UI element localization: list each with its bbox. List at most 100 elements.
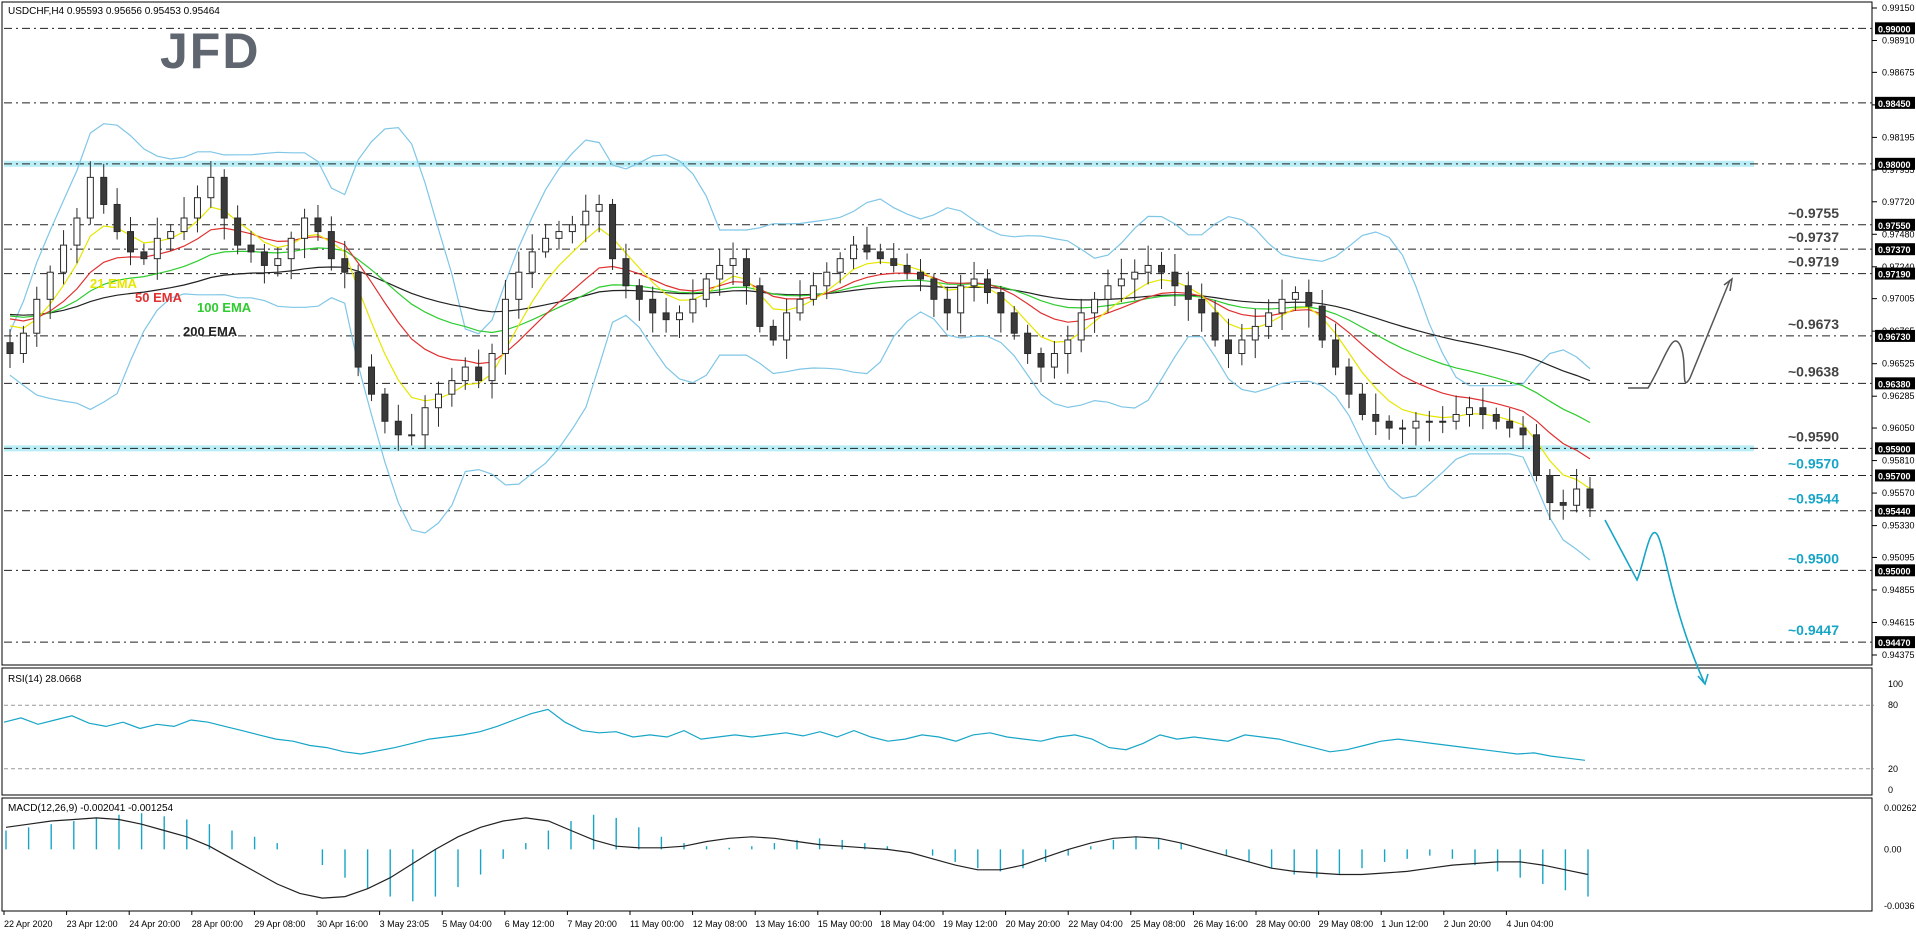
candle-bear xyxy=(1171,271,1179,287)
candle-bear xyxy=(341,258,349,273)
price-tag-label: 0.95000 xyxy=(1878,566,1911,576)
x-tick-label: 20 May 20:00 xyxy=(1006,919,1061,929)
candle-bull xyxy=(555,231,563,239)
candle-bull xyxy=(796,298,804,314)
x-tick-label: 5 May 04:00 xyxy=(442,919,492,929)
price-tag-box xyxy=(1875,636,1915,649)
candle-bull xyxy=(501,298,509,355)
candle-bull xyxy=(1144,264,1152,273)
candle-bull xyxy=(19,332,27,355)
price-tag-label: 0.97190 xyxy=(1878,270,1911,280)
candle-bear xyxy=(930,278,938,300)
candle-bull xyxy=(582,210,590,226)
x-tick-label: 3 May 23:05 xyxy=(380,919,430,929)
candle-bear xyxy=(1024,332,1032,355)
candle-bull xyxy=(488,353,496,382)
jfd-logo: JFD xyxy=(160,23,260,79)
bollinger-lower xyxy=(9,293,1591,561)
candle-bull xyxy=(809,285,817,300)
bollinger-upper xyxy=(9,123,1591,387)
price-tag-label: 0.97550 xyxy=(1878,221,1911,231)
bearish-path xyxy=(1604,519,1705,683)
x-tick-label: 18 May 04:00 xyxy=(880,919,935,929)
ema-legend-label: 50 EMA xyxy=(135,290,183,305)
macd-tick-label: 0.00 xyxy=(1884,844,1902,854)
candle-bear xyxy=(234,217,242,246)
level-lines xyxy=(4,27,1874,643)
candle-bear xyxy=(100,176,108,205)
price-tag-box xyxy=(1875,96,1915,109)
rsi-tick-label: 0 xyxy=(1888,785,1893,795)
price-tag-box xyxy=(1875,329,1915,342)
candle-bear xyxy=(327,231,335,260)
x-tick-label: 25 May 08:00 xyxy=(1131,919,1186,929)
candle-bull xyxy=(1117,278,1125,287)
candle-bear xyxy=(769,325,777,341)
macd-label: MACD(12,26,9) -0.002041 -0.001254 xyxy=(8,803,174,814)
macd-signal-line xyxy=(5,817,1589,899)
candle-bear xyxy=(983,278,991,294)
candle-bull xyxy=(167,231,175,239)
highlight-zones xyxy=(4,160,1754,452)
candle-bear xyxy=(381,393,389,422)
y-tick-label: 0.97720 xyxy=(1882,197,1915,207)
candle-bull xyxy=(836,258,844,273)
candle-bull xyxy=(1425,420,1433,423)
x-tick-label: 28 Apr 00:00 xyxy=(192,919,243,929)
candle-bear xyxy=(943,298,951,314)
candle-bull xyxy=(1104,285,1112,300)
x-tick-label: 12 May 08:00 xyxy=(693,919,748,929)
symbol-info: USDCHF,H4 0.95593 0.95656 0.95453 0.9546… xyxy=(8,6,220,17)
candle-bear xyxy=(1224,339,1232,355)
candle-bear xyxy=(903,264,911,273)
candle-bull xyxy=(1238,339,1246,355)
candle-bear xyxy=(997,292,1005,314)
candle-bull xyxy=(1050,353,1058,368)
price-tag-label: 0.98000 xyxy=(1878,160,1911,170)
candle-bear xyxy=(1037,353,1045,368)
candle-bear xyxy=(1010,312,1018,334)
candle-bear xyxy=(1198,298,1206,314)
candle-bull xyxy=(207,176,215,199)
candle-bull xyxy=(1452,413,1460,422)
candle-bull xyxy=(1465,407,1473,415)
price-tag-box xyxy=(1875,157,1915,170)
candle-bull xyxy=(515,271,523,300)
candle-bear xyxy=(113,203,121,233)
macd-tick-label: -0.0036 xyxy=(1884,901,1915,911)
candle-bull xyxy=(689,298,697,314)
candle-bull xyxy=(675,312,683,321)
price-tag-label: 0.95440 xyxy=(1878,507,1911,517)
y-tick-label: 0.96050 xyxy=(1882,423,1915,433)
candle-bear xyxy=(368,366,376,395)
candle-bear xyxy=(1158,264,1166,273)
x-tick-label: 2 Jun 20:00 xyxy=(1444,919,1491,929)
y-tick-label: 0.95810 xyxy=(1882,456,1915,466)
y-tick-label: 0.96285 xyxy=(1882,391,1915,401)
candle-bear xyxy=(1358,393,1366,415)
level-label: ~0.9500 xyxy=(1788,550,1839,566)
y-tick-label: 0.94375 xyxy=(1882,650,1915,660)
candle-bull xyxy=(46,271,54,300)
price-tag-box xyxy=(1875,504,1915,517)
candle-bull xyxy=(287,237,295,260)
ema-legend-label: 200 EMA xyxy=(183,324,238,339)
price-tag-label: 0.94470 xyxy=(1878,638,1911,648)
x-tick-label: 24 Apr 20:00 xyxy=(129,919,180,929)
candle-bear xyxy=(1211,312,1219,341)
price-tag-box xyxy=(1875,564,1915,577)
candle-bull xyxy=(448,380,456,395)
price-tag-box xyxy=(1875,469,1915,482)
rsi-tick-label: 80 xyxy=(1888,700,1898,710)
price-tag-label: 0.98450 xyxy=(1878,99,1911,109)
ema-legend-label: 100 EMA xyxy=(197,300,252,315)
candle-bull xyxy=(408,434,416,437)
y-tick-label: 0.97480 xyxy=(1882,229,1915,239)
candle-bull xyxy=(1399,427,1407,430)
candle-bear xyxy=(354,271,362,368)
candle-bull xyxy=(1091,298,1099,314)
candle-bull xyxy=(1573,488,1581,506)
candle-bull xyxy=(1265,312,1273,327)
